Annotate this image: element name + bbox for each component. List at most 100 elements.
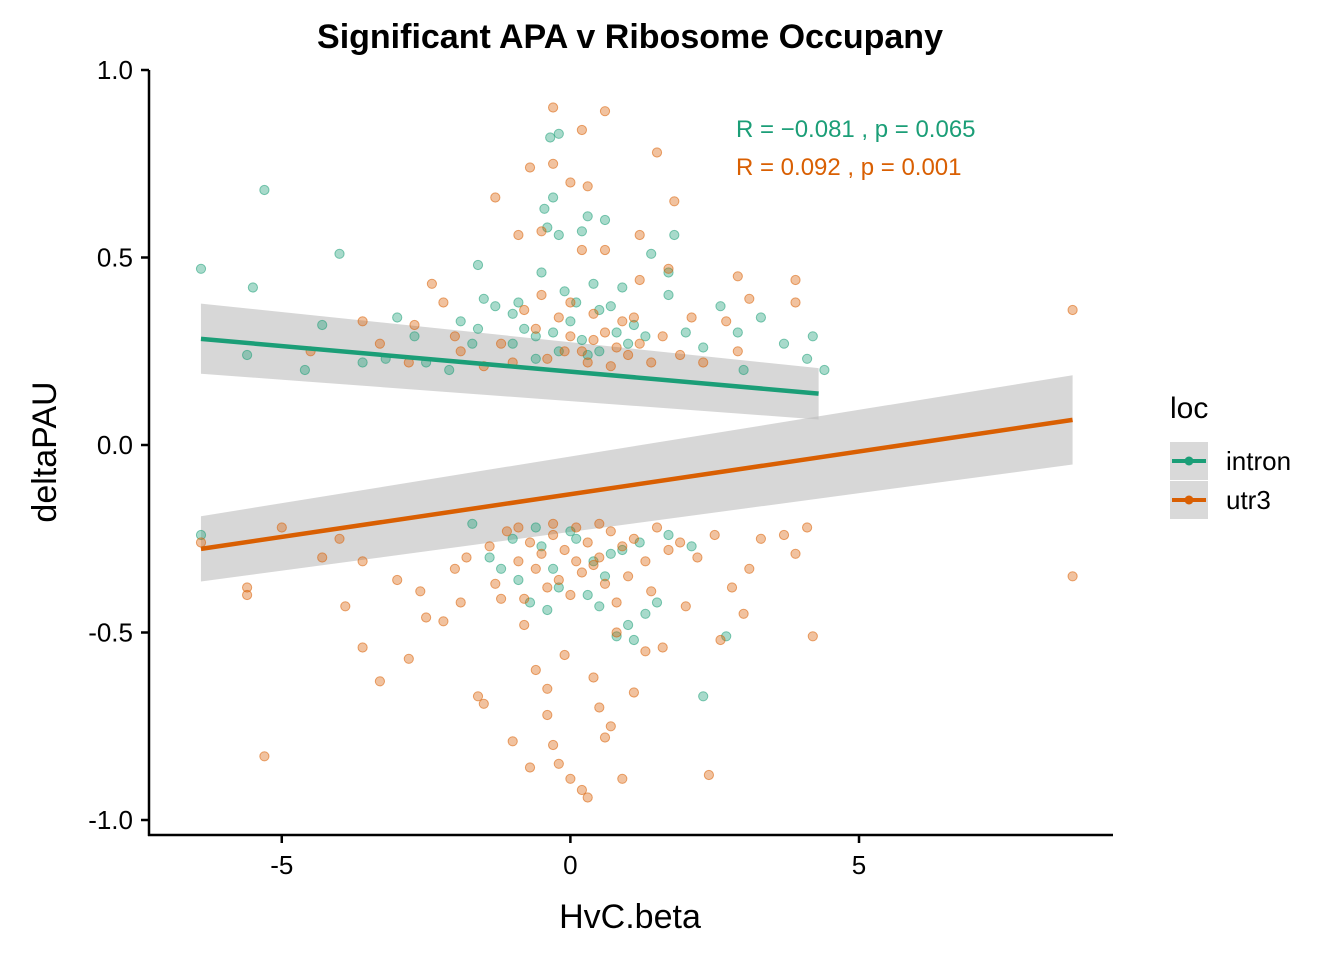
- point-intron: [611, 327, 622, 338]
- point-intron: [472, 259, 484, 271]
- point-intron: [617, 282, 628, 293]
- point-utr3: [553, 758, 564, 769]
- point-utr3: [790, 274, 801, 286]
- point-intron: [553, 346, 564, 357]
- point-utr3: [519, 619, 530, 631]
- point-intron: [259, 184, 270, 196]
- legend-label-intron: intron: [1226, 446, 1291, 476]
- point-intron: [628, 319, 640, 331]
- point-intron: [553, 128, 564, 139]
- point-utr3: [732, 346, 743, 357]
- point-intron: [357, 357, 368, 368]
- point-utr3: [455, 597, 466, 608]
- point-utr3: [317, 552, 328, 563]
- point-utr3: [617, 541, 628, 552]
- point-intron: [582, 589, 593, 601]
- point-utr3: [259, 751, 270, 762]
- point-utr3: [490, 192, 501, 203]
- regression-lines: [200, 336, 1073, 552]
- point-utr3: [553, 312, 564, 323]
- legend: loc intron utr3: [1170, 392, 1291, 519]
- point-utr3: [582, 537, 593, 548]
- point-intron: [599, 571, 611, 582]
- point-utr3: [542, 709, 553, 721]
- point-intron: [553, 582, 564, 593]
- point-utr3: [802, 522, 813, 533]
- point-intron: [669, 229, 680, 241]
- point-utr3: [403, 653, 414, 664]
- legend-key-utr3-dot: [1184, 495, 1194, 505]
- point-intron: [484, 552, 495, 563]
- point-utr3: [565, 331, 576, 342]
- point-intron: [651, 597, 663, 608]
- point-intron: [467, 518, 478, 529]
- point-utr3: [438, 616, 449, 627]
- y-tick-label: -1.0: [88, 805, 133, 835]
- point-utr3: [548, 518, 559, 529]
- point-utr3: [472, 691, 484, 702]
- point-utr3: [732, 271, 743, 282]
- point-intron: [530, 522, 541, 533]
- point-utr3: [519, 304, 530, 316]
- point-utr3: [421, 612, 432, 623]
- point-utr3: [542, 683, 553, 694]
- x-tick-label: 5: [852, 850, 866, 880]
- point-utr3: [576, 784, 588, 796]
- point-utr3: [744, 293, 755, 304]
- point-utr3: [790, 548, 801, 559]
- legend-title: loc: [1170, 392, 1208, 425]
- point-utr3: [599, 106, 611, 117]
- point-utr3: [565, 773, 576, 784]
- point-utr3: [663, 263, 674, 274]
- ci-band-utr3: [200, 375, 1073, 582]
- point-utr3: [357, 556, 368, 567]
- point-utr3: [559, 544, 570, 556]
- legend-label-utr3: utr3: [1226, 485, 1271, 515]
- point-intron: [611, 631, 622, 642]
- point-intron: [582, 349, 593, 361]
- point-intron: [778, 338, 790, 349]
- point-utr3: [542, 353, 553, 364]
- point-intron: [623, 619, 634, 631]
- point-intron: [455, 316, 466, 327]
- point-utr3: [675, 537, 686, 548]
- point-utr3: [530, 563, 541, 574]
- point-utr3: [576, 124, 588, 136]
- point-intron: [571, 533, 582, 544]
- point-utr3: [651, 522, 663, 533]
- point-utr3: [709, 529, 720, 541]
- point-intron: [640, 608, 651, 619]
- point-intron: [536, 541, 547, 552]
- point-utr3: [675, 349, 686, 361]
- point-utr3: [548, 102, 559, 113]
- point-intron: [409, 331, 420, 342]
- point-intron: [576, 226, 588, 237]
- point-intron: [542, 604, 553, 616]
- data-points: [195, 102, 1078, 803]
- point-utr3: [559, 346, 570, 357]
- point-utr3: [790, 297, 801, 308]
- y-tick-label: 1.0: [97, 55, 133, 85]
- point-intron: [640, 331, 651, 342]
- point-utr3: [646, 357, 657, 368]
- point-utr3: [576, 244, 588, 256]
- point-intron: [548, 192, 559, 203]
- point-utr3: [599, 327, 611, 338]
- point-utr3: [599, 578, 611, 589]
- point-intron: [663, 529, 674, 541]
- point-intron: [802, 353, 813, 364]
- point-utr3: [484, 541, 495, 552]
- point-utr3: [571, 522, 582, 533]
- point-intron: [686, 541, 697, 552]
- point-intron: [698, 691, 709, 702]
- point-intron: [490, 301, 501, 312]
- x-tick-label: 0: [563, 850, 577, 880]
- point-intron: [738, 364, 749, 376]
- point-utr3: [357, 316, 368, 327]
- point-utr3: [582, 792, 593, 803]
- point-utr3: [553, 574, 564, 586]
- point-utr3: [548, 739, 559, 751]
- y-axis-ticks: 1.0 0.5 0.0 -0.5 -1.0: [88, 55, 149, 835]
- point-utr3: [542, 582, 553, 593]
